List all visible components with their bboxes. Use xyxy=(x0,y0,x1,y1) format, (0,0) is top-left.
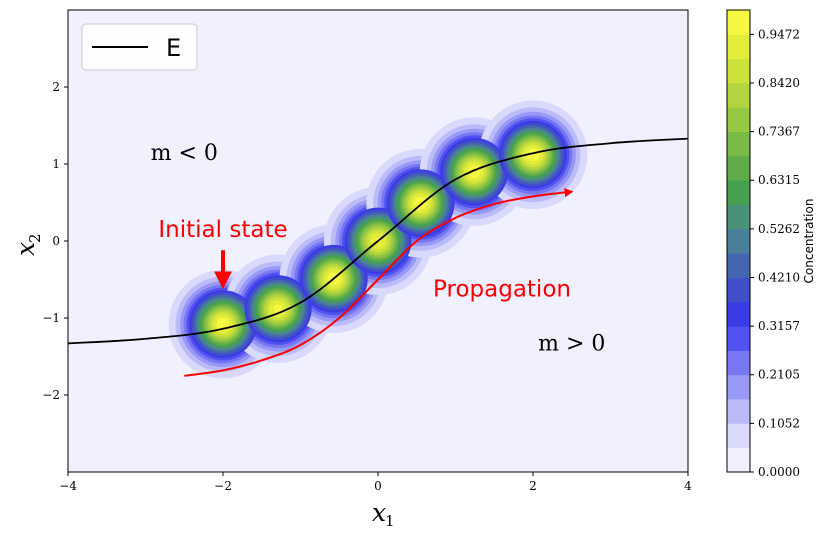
colorbar-tick-label: 0.2105 xyxy=(758,368,800,382)
y-axis-label-subscript: 2 xyxy=(26,233,44,243)
colorbar-swatch xyxy=(727,131,750,157)
colorbar-swatch xyxy=(727,180,750,205)
concentration-contour xyxy=(526,148,540,162)
colorbar-swatch xyxy=(727,34,750,60)
colorbar-swatch xyxy=(727,155,750,181)
concentration-contour xyxy=(273,304,283,314)
y-axis-label-main: x xyxy=(11,242,40,256)
x-tick-label: −4 xyxy=(59,479,77,493)
colorbar-swatch xyxy=(727,374,750,400)
series-line-E xyxy=(68,137,688,345)
legend: E xyxy=(81,23,198,71)
colorbar-tick-label: 0.5262 xyxy=(758,222,800,236)
annotation-m-negative: m < 0 xyxy=(151,141,218,166)
colorbar-swatch xyxy=(727,447,750,473)
x-axis-label-main: x xyxy=(372,498,386,527)
colorbar-swatch xyxy=(727,82,750,108)
colorbar-frame xyxy=(726,9,751,473)
legend-entry-label: E xyxy=(166,34,181,62)
annotation-initial-state: Initial state xyxy=(158,217,287,243)
colorbar-tick-label: 0.8420 xyxy=(758,76,800,90)
colorbar-label: Concentration xyxy=(802,199,816,284)
colorbar-tick-label: 0.4210 xyxy=(758,270,800,284)
colorbar-swatch xyxy=(727,350,750,376)
colorbar-tick-label: 0.6315 xyxy=(758,173,800,187)
colorbar-swatch xyxy=(727,423,750,449)
colorbar-tick-label: 0.9472 xyxy=(758,27,800,41)
colorbar-swatch xyxy=(727,253,750,278)
colorbar-swatch xyxy=(727,301,750,327)
colorbar-swatch xyxy=(727,277,750,303)
y-tick-label: 1 xyxy=(52,157,60,171)
x-tick-label: 0 xyxy=(374,479,382,493)
y-tick-label: 2 xyxy=(52,80,60,94)
colorbar-swatch xyxy=(727,107,750,132)
colorbar: 0.0000 0.1052 0.2105 0.3157 0.4210 0.5262 0.63… xyxy=(726,9,800,479)
colorbar-tick-label: 0.0000 xyxy=(758,465,800,479)
colorbar-tick-label: 0.3157 xyxy=(758,319,800,333)
colorbar-tick-label: 0.1052 xyxy=(758,416,800,430)
annotation-propagation: Propagation xyxy=(433,276,571,302)
annotation-m-positive: m > 0 xyxy=(538,331,605,356)
x-axis-label-subscript: 1 xyxy=(385,512,395,530)
x-tick-label: −2 xyxy=(214,479,232,493)
colorbar-tick-label: 0.7367 xyxy=(758,125,800,139)
y-tick-label: −1 xyxy=(42,311,60,325)
y-tick-label: −2 xyxy=(42,388,60,402)
y-tick-label: 0 xyxy=(52,234,60,248)
colorbar-label-text: Concentration xyxy=(802,199,816,284)
colorbar-swatch xyxy=(727,228,750,254)
colorbar-swatch xyxy=(727,326,750,351)
x-tick-label: 4 xyxy=(684,479,692,493)
x-axis-label: x 1 xyxy=(372,498,395,530)
y-axis-label: x 2 xyxy=(11,233,44,256)
x-tick-label: 2 xyxy=(529,479,537,493)
colorbar-swatch xyxy=(727,58,750,84)
colorbar-swatch xyxy=(727,204,750,230)
colorbar-swatch xyxy=(727,399,750,424)
colorbar-swatch xyxy=(727,10,750,35)
concentration-field xyxy=(168,100,588,379)
propagation-arrow xyxy=(184,188,574,377)
